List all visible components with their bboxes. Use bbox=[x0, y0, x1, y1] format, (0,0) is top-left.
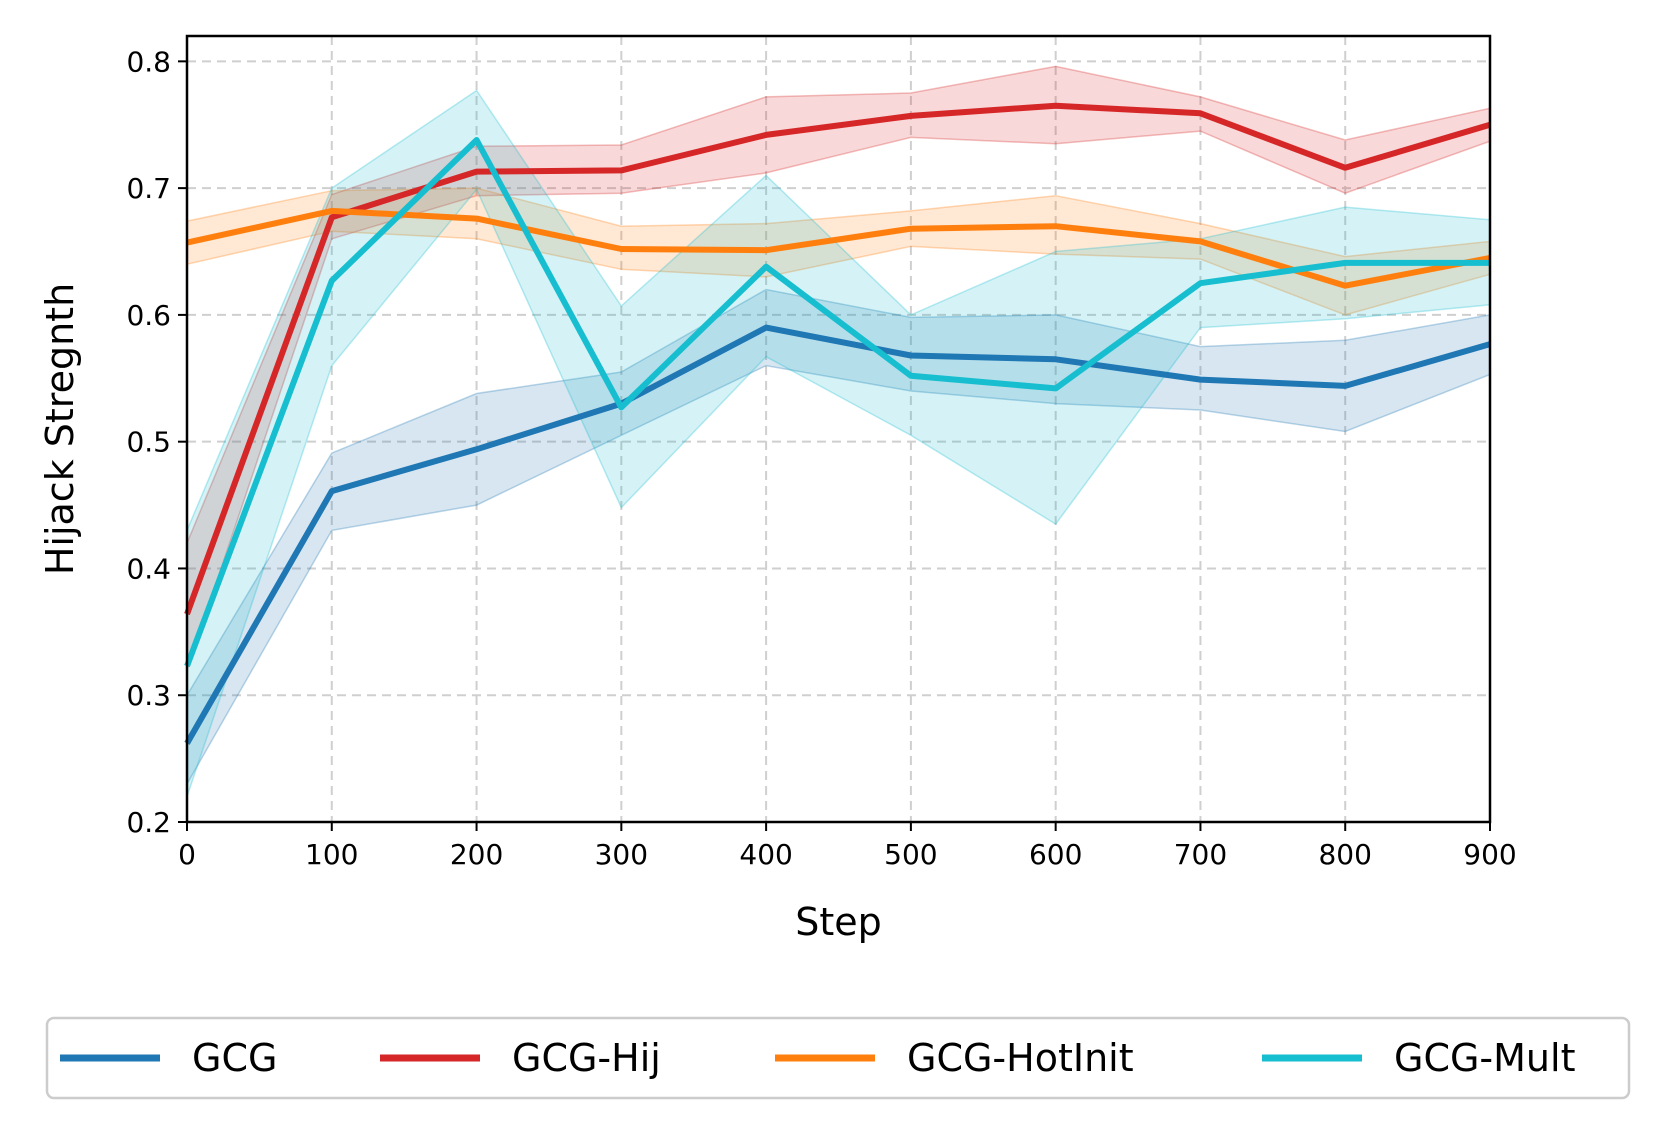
y-tick-label-0.6: 0.6 bbox=[126, 299, 171, 332]
legend-label-gcg-mult: GCG-Mult bbox=[1394, 1036, 1575, 1080]
x-tick-label-900: 900 bbox=[1463, 838, 1516, 871]
legend-label-gcg: GCG bbox=[192, 1036, 277, 1080]
y-tick-label-0.3: 0.3 bbox=[126, 679, 171, 712]
y-tick-label-0.5: 0.5 bbox=[126, 426, 171, 459]
series-line-gcg bbox=[184, 324, 1491, 745]
series-line-gcg-hij bbox=[184, 102, 1491, 616]
x-tick-label-500: 500 bbox=[884, 838, 937, 871]
y-tick-label-0.2: 0.2 bbox=[126, 806, 171, 839]
y-tick-label-0.4: 0.4 bbox=[126, 552, 171, 585]
x-tick-label-400: 400 bbox=[739, 838, 792, 871]
y-axis-title: Hijack Stregnth bbox=[38, 283, 82, 575]
legend-label-gcg-hotinit: GCG-HotInit bbox=[907, 1036, 1134, 1080]
x-tick-label-700: 700 bbox=[1174, 838, 1227, 871]
x-axis-title: Step bbox=[795, 900, 882, 944]
y-tick-label-0.7: 0.7 bbox=[126, 172, 171, 205]
x-tick-label-200: 200 bbox=[450, 838, 503, 871]
axis-ticks: 0 100 200 300 400 500 600 700 800 900 0.2 0.3 0.4 0.5… bbox=[126, 45, 1516, 871]
x-tick-label-600: 600 bbox=[1029, 838, 1082, 871]
series-lines bbox=[184, 102, 1491, 745]
plot-frame bbox=[185, 34, 1492, 824]
x-tick-label-0: 0 bbox=[178, 838, 196, 871]
x-tick-label-300: 300 bbox=[595, 838, 648, 871]
y-tick-label-0.8: 0.8 bbox=[126, 45, 171, 78]
confidence-bands bbox=[186, 65, 1491, 797]
series-line-gcg-hotinit bbox=[186, 207, 1491, 289]
x-tick-label-100: 100 bbox=[305, 838, 358, 871]
legend-label-gcg-hij: GCG-Hij bbox=[512, 1036, 661, 1080]
legend: GCG GCG-Hij GCG-HotInit GCG-Mult bbox=[45, 1016, 1631, 1100]
x-tick-label-800: 800 bbox=[1318, 838, 1371, 871]
series-line-gcg-mult bbox=[184, 137, 1490, 668]
